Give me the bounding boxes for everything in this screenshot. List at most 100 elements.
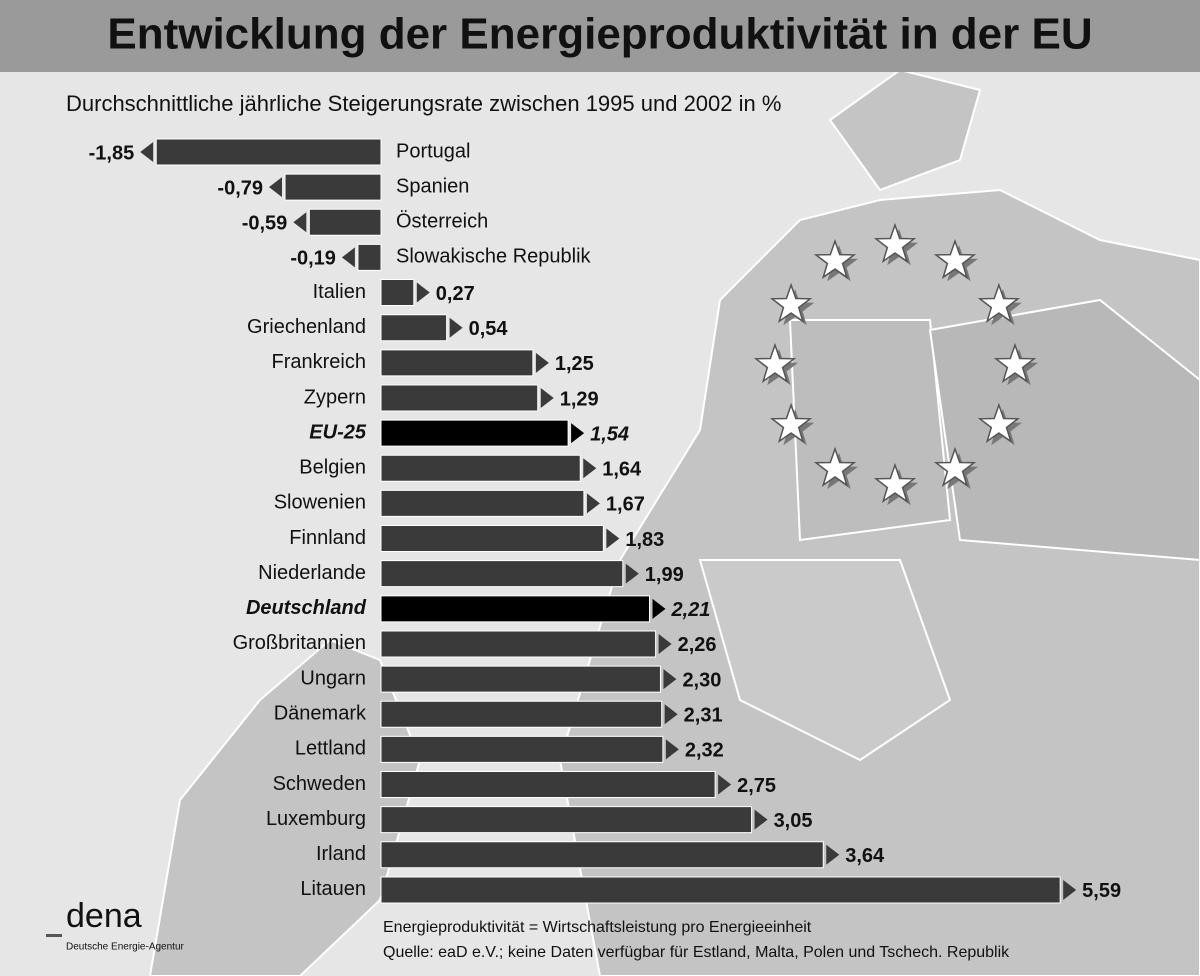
bar: [380, 665, 661, 693]
bar: [380, 279, 415, 307]
star: [873, 222, 917, 264]
bar: [380, 700, 663, 728]
bar-arrow: [269, 177, 283, 198]
category-label: Portugal: [396, 140, 471, 162]
bar: [380, 419, 569, 447]
value-label: -1,85: [89, 142, 135, 164]
bar-arrow: [1063, 879, 1077, 900]
bar-arrow: [606, 528, 620, 549]
bar-arrow: [535, 352, 549, 373]
category-label: Irland: [316, 843, 366, 865]
bar: [380, 384, 539, 412]
category-label: Schweden: [273, 773, 366, 795]
bar: [380, 560, 624, 588]
category-label: Italien: [313, 281, 366, 303]
value-label: 3,64: [845, 845, 885, 867]
bar-arrow: [293, 212, 307, 233]
star: [873, 462, 917, 504]
bar-arrow: [341, 247, 355, 268]
category-label: Belgien: [299, 457, 366, 479]
bar: [155, 138, 382, 166]
subtitle: Durchschnittliche jährliche Steigerungsr…: [66, 91, 781, 116]
category-label: Lettland: [295, 738, 366, 760]
logo-bar: [46, 934, 62, 937]
bar-arrow: [718, 774, 732, 795]
value-label: -0,59: [242, 213, 288, 235]
value-label: 2,32: [685, 740, 724, 762]
value-label: 1,25: [555, 353, 594, 375]
value-label: 1,64: [602, 459, 642, 481]
bar-arrow: [665, 739, 679, 760]
bar: [380, 349, 534, 377]
bar: [380, 876, 1061, 904]
category-label: Slowakische Republik: [396, 246, 592, 268]
star: [933, 446, 977, 487]
category-label: Ungarn: [300, 667, 366, 689]
category-label: EU-25: [309, 421, 367, 443]
star: [813, 238, 857, 280]
bar-arrow: [625, 563, 639, 584]
logo-tagline: Deutsche Energie-Agentur: [66, 942, 185, 953]
bar-arrow: [826, 844, 840, 865]
bar: [380, 630, 657, 658]
category-label: Österreich: [396, 211, 488, 233]
star: [933, 238, 977, 280]
bar: [284, 173, 382, 201]
category-label: Litauen: [300, 878, 366, 900]
bar: [357, 243, 382, 271]
category-label: Slowenien: [274, 492, 366, 514]
bar: [380, 735, 664, 763]
logo-name: dena: [66, 897, 142, 935]
bar-arrow: [583, 458, 597, 479]
bar-arrow: [658, 633, 672, 654]
value-label: -0,19: [290, 248, 336, 270]
star: [769, 402, 813, 444]
chart-title: Entwicklung der Energieproduktivität in …: [107, 10, 1092, 59]
value-label: 1,54: [590, 423, 629, 445]
bar-arrow: [664, 704, 678, 725]
bar-arrow: [140, 142, 154, 162]
bar: [380, 525, 604, 553]
bar: [380, 489, 585, 517]
star: [753, 342, 797, 384]
category-label: Niederlande: [258, 562, 366, 584]
category-label: Finnland: [289, 527, 366, 549]
category-label: Dänemark: [274, 703, 367, 725]
value-label: 2,30: [682, 669, 721, 691]
note: Quelle: eaD e.V.; keine Daten verfügbar …: [383, 944, 1010, 961]
value-label: 5,59: [1082, 880, 1121, 902]
bar: [380, 771, 716, 799]
bar-arrow: [416, 282, 430, 303]
value-label: 0,54: [469, 318, 509, 340]
bar-arrow: [449, 317, 463, 338]
star: [769, 282, 813, 324]
bar: [308, 208, 382, 236]
category-label: Frankreich: [272, 351, 366, 373]
value-label: 2,21: [671, 599, 711, 621]
value-label: -0,79: [217, 177, 263, 199]
value-label: 1,99: [645, 564, 684, 586]
category-label: Griechenland: [247, 316, 366, 338]
category-label: Zypern: [304, 386, 366, 408]
bar: [380, 806, 753, 834]
eu-stars: [753, 222, 1038, 506]
title-bar: [0, 0, 1200, 72]
bar-arrow: [571, 423, 585, 444]
note: Energieproduktivität = Wirtschaftsleistu…: [383, 919, 812, 936]
value-label: 3,05: [774, 810, 813, 832]
bar: [380, 454, 581, 482]
bar: [380, 314, 448, 342]
category-label: Luxemburg: [266, 808, 366, 830]
bar-arrow: [754, 809, 768, 830]
value-label: 2,75: [737, 775, 776, 797]
value-label: 1,67: [606, 494, 645, 516]
category-label: Deutschland: [246, 597, 367, 619]
star: [977, 282, 1021, 324]
star: [977, 402, 1021, 444]
category-label: Spanien: [396, 175, 469, 197]
value-label: 1,29: [560, 388, 599, 410]
value-label: 2,31: [684, 705, 723, 727]
bar: [380, 841, 824, 869]
